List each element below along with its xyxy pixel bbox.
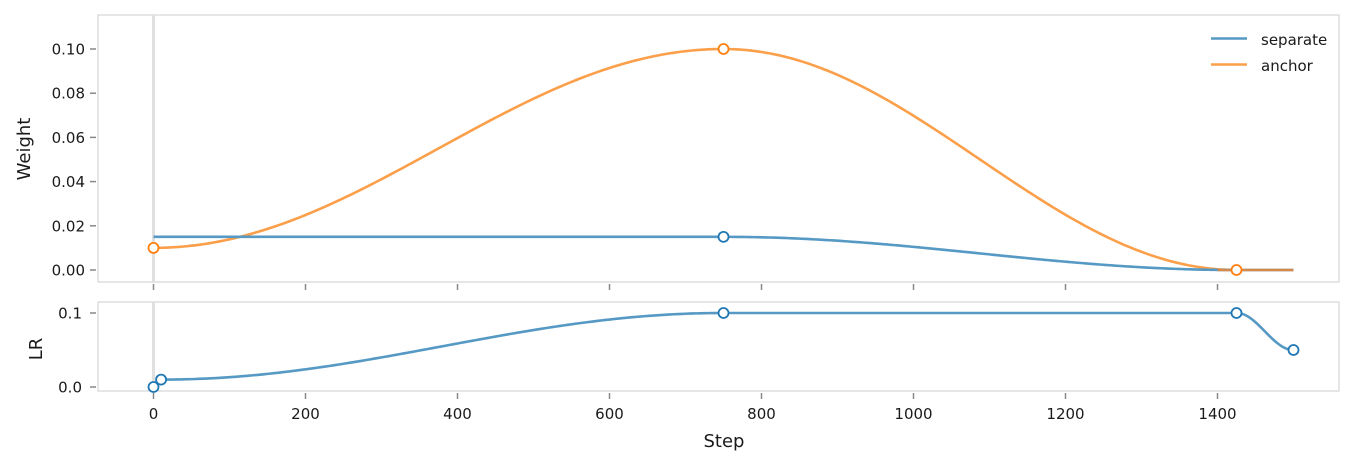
anchor-marker <box>717 43 730 55</box>
anchor-marker <box>147 241 160 254</box>
y-tick-label: 0.00 <box>52 262 85 280</box>
x-tick-label: 400 <box>443 405 472 423</box>
top-axes-frame <box>97 14 1340 283</box>
x-tick-label: 1400 <box>1198 405 1236 423</box>
bottom-axes-frame <box>97 301 1340 392</box>
x-axis-label: Step <box>704 431 745 452</box>
top-y-axis-label: Weight <box>14 118 35 181</box>
y-tick-label: 0.08 <box>52 85 85 103</box>
lr-marker <box>717 307 730 319</box>
top-markers <box>147 43 1243 276</box>
lr-marker <box>1230 307 1243 319</box>
bottom-markers <box>147 307 1300 393</box>
lr-marker <box>147 381 160 393</box>
y-tick-label: 0.1 <box>58 305 82 323</box>
bottom-x-ticks: 0 200 400 600 800 1000 1200 1400 <box>149 393 1237 423</box>
y-tick-label: 0.06 <box>52 129 85 147</box>
anchor-line <box>153 47 1237 272</box>
lr-marker <box>1287 344 1300 356</box>
x-tick-label: 1200 <box>1046 405 1084 423</box>
separate-marker <box>717 230 730 243</box>
x-tick-label: 200 <box>291 405 320 423</box>
x-tick-label: 800 <box>747 405 776 423</box>
top-y-ticks: 0.00 0.02 0.04 0.06 0.08 0.10 <box>52 41 96 280</box>
y-tick-label: 0.10 <box>52 41 85 59</box>
bottom-y-ticks: 0.0 0.1 <box>58 305 96 397</box>
anchor-marker <box>1230 264 1243 276</box>
legend: separate anchor <box>1211 31 1327 75</box>
y-tick-label: 0.04 <box>52 173 85 191</box>
bottom-y-axis-label: LR <box>26 338 47 361</box>
legend-separate-label: separate <box>1261 31 1327 49</box>
top-panel: 0.00 0.02 0.04 0.06 0.08 0.10 Weight separate… <box>14 14 1340 290</box>
x-tick-label: 600 <box>595 405 624 423</box>
x-tick-label: 1000 <box>894 405 932 423</box>
bottom-panel: 0.0 0.1 0 200 400 600 800 1000 1200 1400 LR Step <box>26 301 1340 452</box>
x-tick-label: 0 <box>149 405 159 423</box>
y-tick-label: 0.0 <box>58 379 82 397</box>
top-x-ticks <box>152 284 1219 290</box>
y-tick-label: 0.02 <box>52 217 85 235</box>
lr-marker <box>155 373 168 386</box>
legend-anchor-label: anchor <box>1261 57 1314 75</box>
